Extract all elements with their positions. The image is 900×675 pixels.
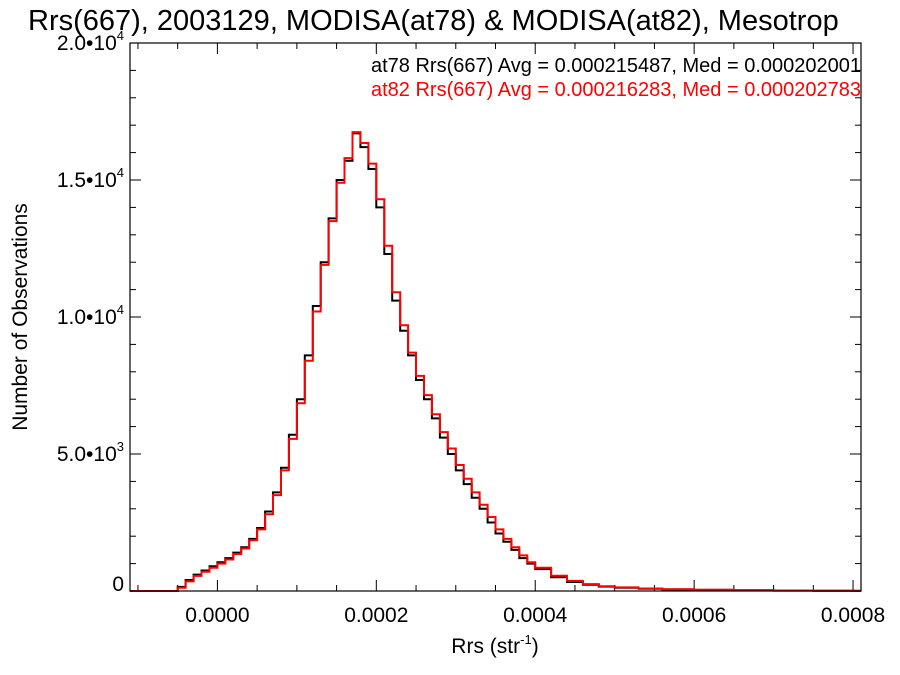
- plot-frame: [129, 42, 862, 592]
- series-layer: [130, 131, 861, 592]
- y-tick-label: 5.0•103: [57, 439, 124, 466]
- legend-entry-at78: at78 Rrs(667) Avg = 0.000215487, Med = 0…: [371, 55, 861, 77]
- x-axis-label-sup: -1: [520, 632, 532, 647]
- y-tick-label: 1.5•104: [57, 165, 124, 192]
- y-tick-label: 0: [112, 573, 124, 596]
- series-line-at82: [130, 131, 861, 592]
- x-tick-label: 0.0000: [185, 604, 249, 627]
- x-tick-label: 0.0002: [344, 604, 408, 627]
- y-tick-labels: 0 5.0•103 1.0•104 1.5•104 2.0•104: [57, 28, 124, 596]
- chart-title: Rrs(667), 2003129, MODISA(at78) & MODISA…: [28, 5, 839, 37]
- x-axis-label-close: ): [532, 635, 539, 658]
- y-tick-label: 2.0•104: [57, 28, 124, 55]
- legend-entry-at82: at82 Rrs(667) Avg = 0.000216283, Med = 0…: [371, 79, 861, 101]
- x-tick-label: 0.0008: [821, 604, 885, 627]
- y-tick-label: 1.0•104: [57, 302, 124, 329]
- x-tick-label: 0.0004: [503, 604, 568, 627]
- y-axis-label: Number of Observations: [9, 203, 32, 431]
- x-tick-label: 0.0006: [662, 604, 726, 627]
- x-axis-label-base: Rrs (str: [451, 635, 520, 658]
- x-axis-label: Rrs (str-1): [451, 632, 538, 658]
- x-tick-labels: 0.0000 0.0002 0.0004 0.0006 0.0008: [185, 604, 885, 627]
